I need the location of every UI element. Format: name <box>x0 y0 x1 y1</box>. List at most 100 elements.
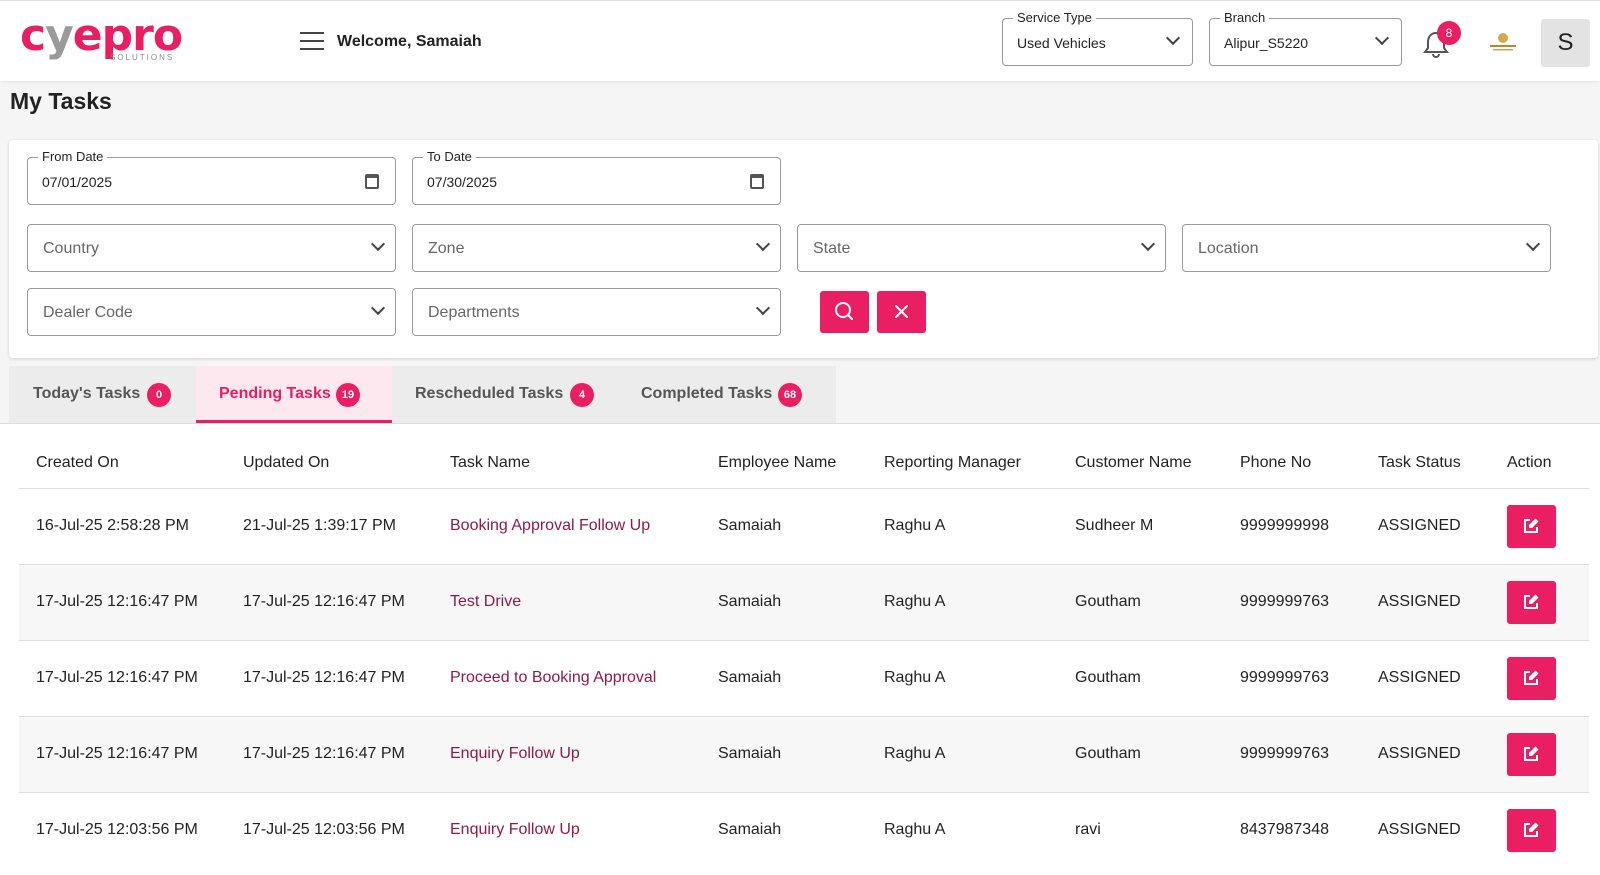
service-type-label: Service Type <box>1013 10 1096 25</box>
chevron-down-icon <box>1140 236 1156 252</box>
tab-label: Completed Tasks <box>641 385 773 402</box>
logo-text-epro: epro <box>72 10 183 61</box>
branch-select[interactable]: Branch Alipur_S5220 <box>1209 10 1402 66</box>
cell-task-name-link[interactable]: Enquiry Follow Up <box>450 745 580 762</box>
cell-updated-on: 17-Jul-25 12:16:47 PM <box>243 745 405 762</box>
from-date-field[interactable]: From Date 07/01/2025 <box>27 149 396 205</box>
chevron-down-icon <box>1374 30 1390 46</box>
state-select[interactable]: State <box>797 224 1166 272</box>
chevron-down-icon <box>755 236 771 252</box>
to-date-value: 07/30/2025 <box>427 174 498 190</box>
table-row: 17-Jul-25 12:16:47 PM 17-Jul-25 12:16:47… <box>19 640 1589 716</box>
cell-phone-no: 9999999763 <box>1240 593 1329 610</box>
tab-label: Pending Tasks <box>219 385 331 402</box>
branch-value: Alipur_S5220 <box>1224 35 1309 51</box>
edit-task-button[interactable] <box>1507 505 1556 548</box>
cell-phone-no: 8437987348 <box>1240 821 1329 838</box>
cell-task-status: ASSIGNED <box>1378 669 1461 686</box>
chevron-down-icon <box>1525 236 1541 252</box>
cell-employee-name: Samaiah <box>718 745 782 762</box>
zone-select[interactable]: Zone <box>412 224 781 272</box>
from-date-value: 07/01/2025 <box>42 174 113 190</box>
chevron-down-icon <box>1165 30 1181 46</box>
edit-task-button[interactable] <box>1507 657 1556 700</box>
to-date-field[interactable]: To Date 07/30/2025 <box>412 149 781 205</box>
column-header-created-on[interactable]: Created On <box>36 454 119 471</box>
calendar-icon[interactable] <box>365 174 379 189</box>
chevron-down-icon <box>755 300 771 316</box>
cell-task-name-link[interactable]: Booking Approval Follow Up <box>450 517 651 534</box>
cell-task-status: ASSIGNED <box>1378 821 1461 838</box>
dealer-code-placeholder: Dealer Code <box>43 304 133 321</box>
logo-subtitle: SOLUTIONS <box>110 53 175 62</box>
departments-select[interactable]: Departments <box>412 288 781 336</box>
edit-icon <box>1524 746 1539 761</box>
cell-task-status: ASSIGNED <box>1378 593 1461 610</box>
cell-task-name-link[interactable]: Enquiry Follow Up <box>450 821 580 838</box>
tab-todays-tasks[interactable]: Today's Tasks 0 <box>9 366 196 423</box>
chevron-down-icon <box>370 236 386 252</box>
tab-label: Today's Tasks <box>33 385 141 402</box>
edit-icon <box>1524 670 1539 685</box>
logo-text-y: y <box>45 10 74 61</box>
filter-card: From Date 07/01/2025 To Date 07/30/2025 … <box>9 140 1598 358</box>
edit-task-button[interactable] <box>1507 809 1556 852</box>
cell-created-on: 16-Jul-25 2:58:28 PM <box>36 517 189 534</box>
cell-updated-on: 17-Jul-25 12:03:56 PM <box>243 821 405 838</box>
cell-task-name-link[interactable]: Test Drive <box>450 593 522 610</box>
cell-reporting-manager: Raghu A <box>884 593 946 610</box>
hamburger-icon[interactable] <box>300 32 324 52</box>
state-placeholder: State <box>813 240 851 257</box>
column-header-updated-on[interactable]: Updated On <box>243 454 330 471</box>
column-header-reporting-manager[interactable]: Reporting Manager <box>884 454 1021 471</box>
country-placeholder: Country <box>43 240 100 257</box>
column-header-task-status[interactable]: Task Status <box>1378 454 1461 471</box>
column-header-customer-name[interactable]: Customer Name <box>1075 454 1192 471</box>
tab-pending-tasks[interactable]: Pending Tasks 19 <box>196 366 392 423</box>
tab-rescheduled-tasks[interactable]: Rescheduled Tasks 4 <box>392 366 617 423</box>
cell-reporting-manager: Raghu A <box>884 517 946 534</box>
service-type-select[interactable]: Service Type Used Vehicles <box>1002 10 1193 66</box>
cell-task-status: ASSIGNED <box>1378 745 1461 762</box>
location-select[interactable]: Location <box>1182 224 1551 272</box>
notification-badge[interactable]: 8 <box>1437 21 1461 45</box>
table-row: 17-Jul-25 12:16:47 PM 17-Jul-25 12:16:47… <box>19 716 1589 792</box>
edit-task-button[interactable] <box>1507 581 1556 624</box>
welcome-text: Welcome, Samaiah <box>337 33 482 50</box>
cell-reporting-manager: Raghu A <box>884 745 946 762</box>
cyepro-logo[interactable]: cyepro SOLUTIONS <box>20 11 183 65</box>
cell-task-name-link[interactable]: Proceed to Booking Approval <box>450 669 657 686</box>
cell-phone-no: 9999999763 <box>1240 669 1329 686</box>
column-header-phone-no[interactable]: Phone No <box>1240 454 1312 471</box>
top-header: cyepro SOLUTIONS Welcome, Samaiah Servic… <box>0 0 1600 81</box>
cell-employee-name: Samaiah <box>718 517 782 534</box>
cell-customer-name: ravi <box>1075 821 1101 838</box>
edit-task-button[interactable] <box>1507 733 1556 776</box>
clear-filters-button[interactable] <box>877 291 926 333</box>
search-icon <box>835 302 853 320</box>
column-header-action: Action <box>1507 454 1552 471</box>
cell-phone-no: 9999999998 <box>1240 517 1329 534</box>
edit-icon <box>1524 518 1539 533</box>
calendar-icon[interactable] <box>750 174 764 189</box>
tab-count-badge: 19 <box>336 383 360 407</box>
cell-created-on: 17-Jul-25 12:16:47 PM <box>36 669 198 686</box>
user-avatar[interactable]: S <box>1541 19 1590 67</box>
cell-reporting-manager: Raghu A <box>884 669 946 686</box>
cell-updated-on: 21-Jul-25 1:39:17 PM <box>243 517 396 534</box>
country-select[interactable]: Country <box>27 224 396 272</box>
edit-icon <box>1524 822 1539 837</box>
cell-customer-name: Goutham <box>1075 593 1141 610</box>
search-button[interactable] <box>820 291 869 333</box>
tab-count-badge: 68 <box>778 383 802 407</box>
tab-completed-tasks[interactable]: Completed Tasks 68 <box>617 366 836 423</box>
dealer-code-select[interactable]: Dealer Code <box>27 288 396 336</box>
table-row: 17-Jul-25 12:03:56 PM 17-Jul-25 12:03:56… <box>19 792 1589 868</box>
cell-customer-name: Goutham <box>1075 745 1141 762</box>
branch-label: Branch <box>1220 10 1270 25</box>
cell-task-status: ASSIGNED <box>1378 517 1461 534</box>
chevron-down-icon <box>370 300 386 316</box>
edit-icon <box>1524 594 1539 609</box>
column-header-employee-name[interactable]: Employee Name <box>718 454 837 471</box>
column-header-task-name[interactable]: Task Name <box>450 454 531 471</box>
